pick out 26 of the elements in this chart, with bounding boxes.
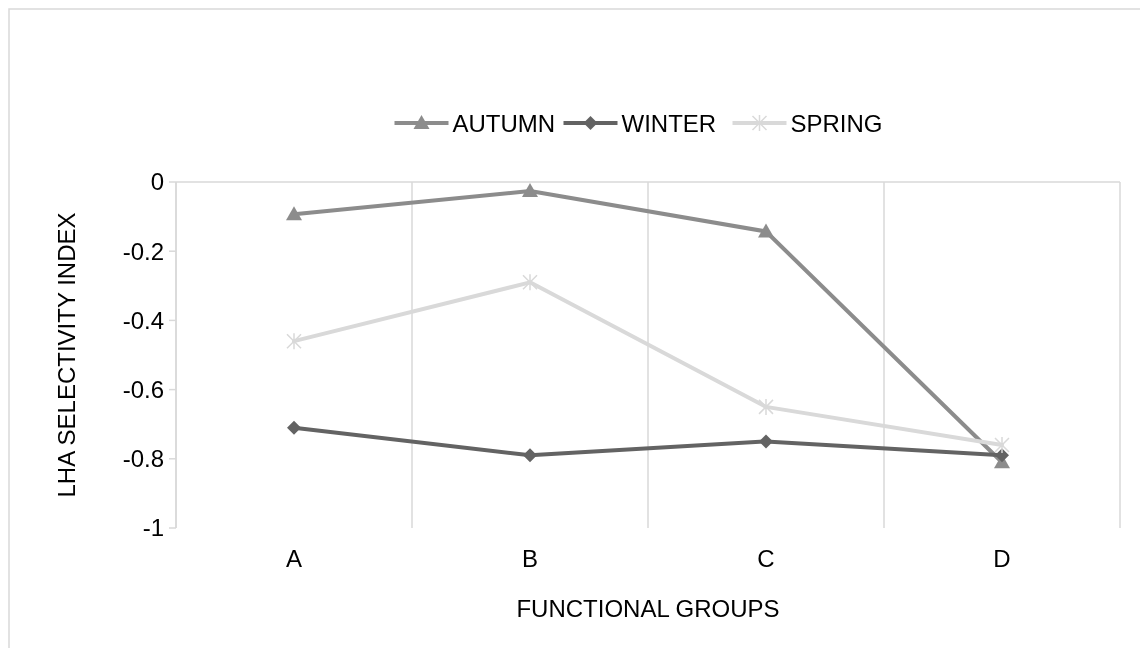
point [995,448,1009,463]
y-axis-title: LHA SELECTIVITY INDEX [53,212,80,498]
point [523,448,537,463]
x-tick-label: A [285,545,303,572]
point [286,332,302,350]
y-tick-label: -0.2 [122,237,164,265]
y-tick-label: 0 [150,168,164,196]
legend-label: WINTER [621,110,717,137]
y-tick-label: -1 [142,514,164,542]
x-axis-title: FUNCTIONAL GROUPS [516,595,780,622]
y-tick-label: -0.4 [122,306,164,334]
point [287,420,301,435]
point [522,183,538,197]
point [759,434,773,449]
point [286,206,302,221]
point [994,436,1010,454]
point [522,273,538,292]
y-tick-label: -0.6 [122,376,164,403]
x-tick-label: D [993,545,1011,572]
x-tick-label: C [757,545,775,572]
y-tick-label: -0.8 [122,445,164,473]
legend-label: AUTUMN [452,110,556,137]
point [758,398,774,416]
legend-label: SPRING [790,110,883,137]
point [758,223,774,238]
x-tick-label: B [521,545,539,572]
